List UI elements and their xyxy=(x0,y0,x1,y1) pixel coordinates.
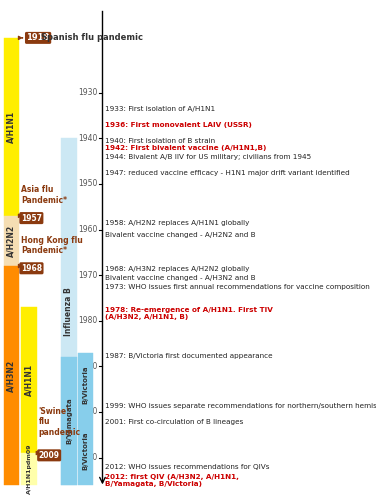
Text: 'Swine'
flu
pandemic: 'Swine' flu pandemic xyxy=(39,407,81,436)
Text: A/H3N2: A/H3N2 xyxy=(7,360,16,392)
Text: A/H1N1: A/H1N1 xyxy=(24,364,33,396)
Bar xyxy=(78,352,94,416)
Text: A/H1N1pdm09: A/H1N1pdm09 xyxy=(27,444,32,494)
Text: 1933: First isolation of A/H1N1: 1933: First isolation of A/H1N1 xyxy=(105,106,215,112)
Text: 1942: First bivalent vaccine (A/H1N1,B): 1942: First bivalent vaccine (A/H1N1,B) xyxy=(105,145,267,151)
Bar xyxy=(21,307,37,453)
Text: 1957: 1957 xyxy=(21,214,42,222)
Text: 1973: WHO issues first annual recommendations for vaccine composition: 1973: WHO issues first annual recommenda… xyxy=(105,284,370,290)
Bar xyxy=(61,138,77,485)
Bar xyxy=(61,357,77,485)
Text: B/Victoria: B/Victoria xyxy=(83,366,89,404)
Text: 1930: 1930 xyxy=(78,88,98,97)
Text: A/H1N1: A/H1N1 xyxy=(7,111,16,143)
Text: 1950: 1950 xyxy=(78,180,98,188)
Text: 2000: 2000 xyxy=(78,408,98,416)
Text: B/Victoria: B/Victoria xyxy=(83,432,89,470)
Text: A/H2N2: A/H2N2 xyxy=(7,225,16,257)
Bar xyxy=(21,453,37,485)
Bar xyxy=(4,38,19,216)
Text: 1960: 1960 xyxy=(78,225,98,234)
Text: 1918: 1918 xyxy=(26,34,50,42)
Text: Spanish flu pandemic: Spanish flu pandemic xyxy=(41,34,143,42)
Text: Bivalent vaccine changed - A/H3N2 and B: Bivalent vaccine changed - A/H3N2 and B xyxy=(105,275,256,281)
Text: Asia flu
Pandemic*: Asia flu Pandemic* xyxy=(21,186,67,205)
Text: 1944: Bivalent A/B IIV for US military; civilians from 1945: 1944: Bivalent A/B IIV for US military; … xyxy=(105,154,312,160)
Text: 2012: first QIV (A/H3N2, A/H1N1,
B/Yamagata, B/Victoria): 2012: first QIV (A/H3N2, A/H1N1, B/Yamag… xyxy=(105,474,239,486)
Text: 1978: Re-emergence of A/H1N1. First TIV
(A/H3N2, A/H1N1, B): 1978: Re-emergence of A/H1N1. First TIV … xyxy=(105,307,273,320)
Text: B/Yamagata: B/Yamagata xyxy=(66,398,72,444)
Text: 1947: reduced vaccine efficacy - H1N1 major drift variant identified: 1947: reduced vaccine efficacy - H1N1 ma… xyxy=(105,170,350,176)
Text: 2009: 2009 xyxy=(39,451,60,460)
Text: Bivalent vaccine changed - A/H2N2 and B: Bivalent vaccine changed - A/H2N2 and B xyxy=(105,232,256,238)
Text: Hong Kong flu
Pandemic*: Hong Kong flu Pandemic* xyxy=(21,236,83,255)
Text: 2001: First co-circulation of B lineages: 2001: First co-circulation of B lineages xyxy=(105,419,244,425)
Text: 1980: 1980 xyxy=(78,316,98,325)
Text: 1936: First monovalent LAIV (USSR): 1936: First monovalent LAIV (USSR) xyxy=(105,122,252,128)
Text: 1940: First isolation of B strain: 1940: First isolation of B strain xyxy=(105,138,215,144)
Text: 1940: 1940 xyxy=(78,134,98,143)
Bar xyxy=(4,266,19,485)
Text: 1970: 1970 xyxy=(78,270,98,280)
Text: 2010: 2010 xyxy=(78,453,98,462)
Text: 1990: 1990 xyxy=(78,362,98,371)
Text: 1968: 1968 xyxy=(21,264,42,273)
Text: 1987: B/Victoria first documented appearance: 1987: B/Victoria first documented appear… xyxy=(105,352,273,358)
Text: 1968: A/H3N2 replaces A/H2N2 globally: 1968: A/H3N2 replaces A/H2N2 globally xyxy=(105,266,250,272)
Text: 1958: A/H2N2 replaces A/H1N1 globally: 1958: A/H2N2 replaces A/H1N1 globally xyxy=(105,220,250,226)
Bar xyxy=(4,216,19,266)
Bar xyxy=(78,416,94,485)
Text: 2012: WHO issues recommendations for QIVs: 2012: WHO issues recommendations for QIV… xyxy=(105,464,270,470)
Text: Influenza B: Influenza B xyxy=(64,287,73,336)
Text: 1999: WHO issues separate recommendations for northern/southern hemispheres: 1999: WHO issues separate recommendation… xyxy=(105,403,376,409)
